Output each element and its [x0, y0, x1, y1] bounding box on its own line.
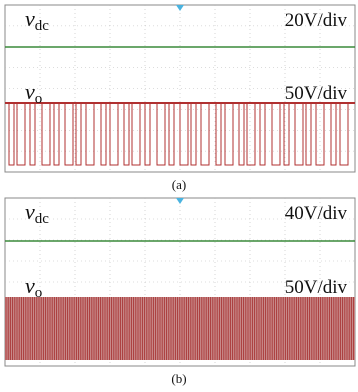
caption: (a) [172, 177, 186, 192]
caption: (b) [171, 371, 186, 386]
signal-subscript: dc [35, 18, 50, 34]
scale-label: 40V/div [285, 203, 348, 224]
signal-subscript: o [35, 285, 43, 301]
scale-label: 50V/div [285, 277, 348, 298]
signal-subscript: dc [35, 211, 50, 227]
signal-symbol: v [25, 6, 35, 31]
signal-symbol: v [25, 273, 35, 298]
figure: vdc20V/divvo50V/div(a) vdc40V/divvo50V/d… [0, 0, 358, 392]
signal-symbol: v [25, 79, 35, 104]
scale-label: 50V/div [285, 83, 348, 104]
scale-label: 20V/div [285, 10, 348, 31]
signal-symbol: v [25, 199, 35, 224]
signal-subscript: o [35, 91, 43, 107]
